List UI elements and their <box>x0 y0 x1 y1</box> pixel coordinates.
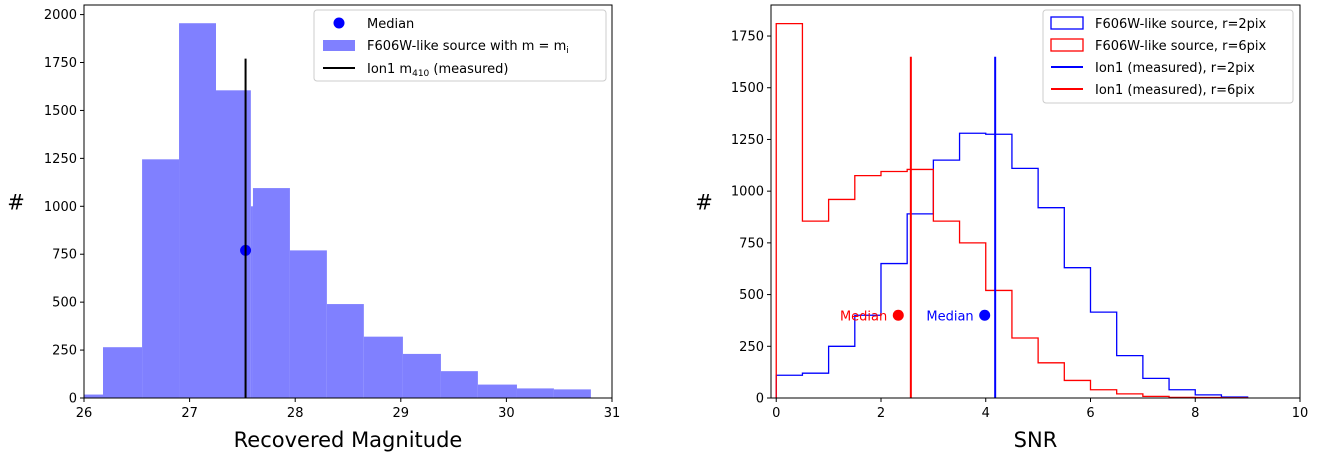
legend-label: Ion1 m410 (measured) <box>367 62 509 79</box>
y-tick-label: 1500 <box>731 81 764 96</box>
histogram-bar <box>477 384 517 398</box>
x-axis-label: Recovered Magnitude <box>234 428 463 452</box>
x-tick-label: 31 <box>604 406 621 421</box>
x-tick-label: 26 <box>76 406 93 421</box>
y-tick-label: 1750 <box>731 30 764 45</box>
y-tick-label: 1000 <box>44 200 77 215</box>
y-tick-label: 1500 <box>44 104 77 119</box>
y-axis: 0 250 500 750 1000 1250 1500 1750 2000 <box>44 8 84 407</box>
x-tick-label: 10 <box>1292 406 1309 421</box>
x-tick-label: 6 <box>1086 406 1094 421</box>
axes-frame <box>83 4 613 399</box>
legend-entry-2: F606W-like source, r=6pix <box>1050 38 1267 54</box>
y-tick-label: 250 <box>739 340 764 355</box>
y-tick-label: 1000 <box>731 185 764 200</box>
legend-entry-1: F606W-like source, r=2pix <box>1050 16 1267 32</box>
x-tick-label: 4 <box>982 406 990 421</box>
step-series-2 <box>775 22 1249 399</box>
median-point <box>979 309 991 321</box>
x-axis-label: SNR <box>1014 428 1058 452</box>
x-tick-label: 29 <box>393 406 410 421</box>
median-label: Median <box>840 309 887 324</box>
histogram-bar <box>516 388 554 398</box>
y-tick-label: 500 <box>52 296 77 311</box>
histogram-bar <box>142 159 180 398</box>
histogram-bar <box>179 23 216 399</box>
x-axis: 26 27 28 29 30 31 <box>76 398 621 421</box>
y-axis-label: # <box>695 191 713 215</box>
y-tick-label: 500 <box>739 288 764 303</box>
step-series-1 <box>775 132 1249 398</box>
legend-label: F606W-like source, r=2pix <box>1095 17 1267 32</box>
legend-patch <box>1050 38 1084 52</box>
y-tick-label: 250 <box>52 344 77 359</box>
x-tick-label: 30 <box>498 406 515 421</box>
legend-box <box>313 9 607 82</box>
legend-patch <box>323 40 355 51</box>
legend-entry-3: Ion1 (measured), r=2pix <box>1051 61 1255 76</box>
y-axis-label: # <box>7 191 25 215</box>
y-tick-label: 1750 <box>44 56 77 71</box>
x-tick-label: 27 <box>181 406 198 421</box>
histogram-bar <box>252 188 290 398</box>
x-tick-label: 28 <box>287 406 304 421</box>
histogram-bar <box>250 206 253 398</box>
y-axis: 0 250 500 750 1000 1250 1500 1750 <box>731 30 771 407</box>
histogram-bars <box>84 23 591 399</box>
y-tick-label: 0 <box>69 392 77 407</box>
histogram-bar <box>103 347 143 398</box>
legend-entry-measured: Ion1 m410 (measured) <box>323 62 509 79</box>
histogram-bar <box>402 353 441 398</box>
median-label: Median <box>926 309 973 324</box>
legend-box <box>1042 9 1294 104</box>
y-tick-label: 0 <box>756 392 764 407</box>
y-tick-label: 750 <box>739 236 764 251</box>
chart-2: Median Median 0 2 4 6 8 10 0 250 500 750 1000 1250 150… <box>695 4 1308 452</box>
legend-1: Median F606W-like source with m = mi Ion1 … <box>313 9 607 82</box>
histogram-bar <box>84 394 104 398</box>
legend-marker <box>333 17 345 29</box>
x-tick-label: 0 <box>772 406 780 421</box>
legend-patch <box>1050 16 1084 30</box>
histogram-bar <box>363 336 403 398</box>
legend-label: F606W-like source, r=6pix <box>1095 39 1267 54</box>
x-tick-label: 8 <box>1191 406 1199 421</box>
legend-label: Ion1 (measured), r=6pix <box>1095 83 1255 98</box>
legend-label: Ion1 (measured), r=2pix <box>1095 61 1255 76</box>
x-axis: 0 2 4 6 8 10 <box>772 398 1308 421</box>
legend-entry-median: Median <box>333 17 414 32</box>
legend-2: F606W-like source, r=2pix F606W-like sour… <box>1042 9 1294 104</box>
legend-entry-4: Ion1 (measured), r=6pix <box>1051 83 1255 98</box>
median-point <box>892 309 904 321</box>
y-tick-label: 1250 <box>44 152 77 167</box>
y-tick-label: 2000 <box>44 8 77 23</box>
histogram-bar <box>553 389 591 398</box>
histogram-bar <box>440 371 478 398</box>
axes-frame <box>770 4 1301 399</box>
chart-1: 26 27 28 29 30 31 0 250 500 750 1000 1250 1500 1750 20… <box>7 4 621 452</box>
y-tick-label: 1250 <box>731 133 764 148</box>
legend-entry-hist: F606W-like source with m = mi <box>323 39 569 56</box>
legend-label: Median <box>367 17 414 32</box>
y-tick-label: 750 <box>52 248 77 263</box>
legend-label: F606W-like source with m = mi <box>367 39 569 56</box>
histogram-bar <box>326 304 364 398</box>
histogram-bar <box>289 250 327 398</box>
x-tick-label: 2 <box>877 406 885 421</box>
